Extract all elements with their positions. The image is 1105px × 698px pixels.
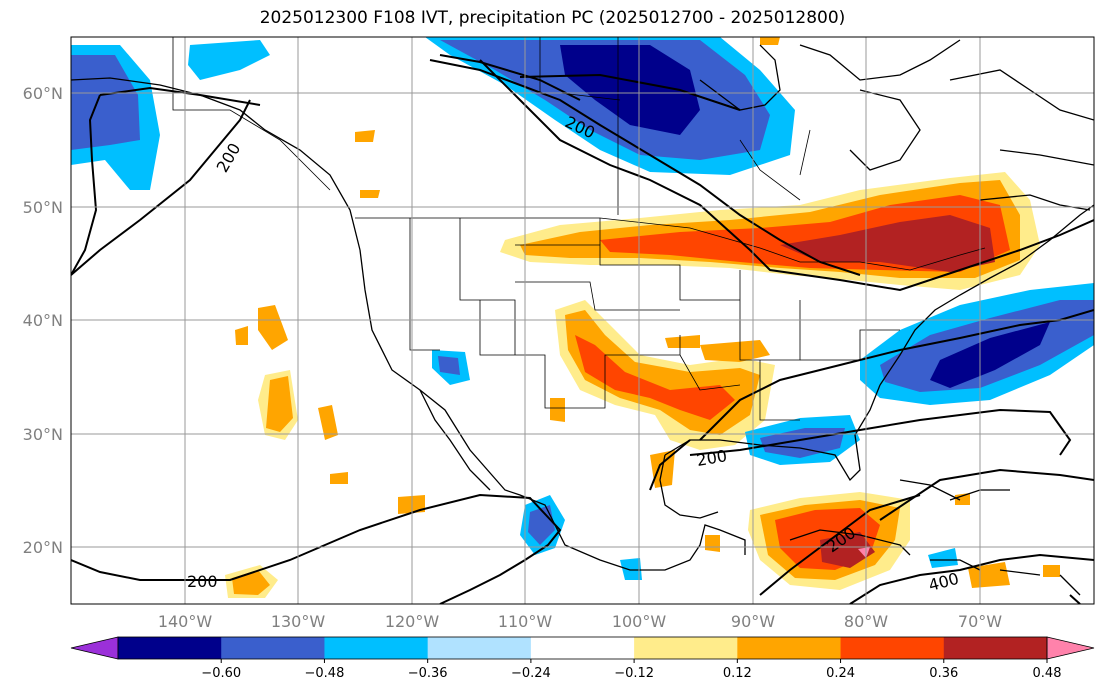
colorbar-segment (737, 637, 842, 659)
colorbar-extend-low (70, 636, 119, 660)
colorbar-segment (427, 637, 532, 659)
lon-label: 130°W (271, 612, 326, 631)
graticule (71, 37, 1094, 604)
contour-label-200: 200 (187, 572, 218, 591)
baja-coast (419, 389, 491, 491)
lat-label: 40°N (23, 311, 63, 330)
colorbar-segment (324, 637, 429, 659)
colorbar-tick-label: 0.36 (929, 666, 958, 681)
lon-label: 80°W (844, 612, 888, 631)
lat-label: 50°N (23, 198, 63, 217)
lon-label: 90°W (731, 612, 775, 631)
east-coast (879, 204, 1094, 386)
map-frame-border (70, 36, 1095, 605)
colorbar-tick-label: −0.60 (201, 666, 241, 681)
colorbar: −0.60 −0.48 −0.36 −0.24 −0.12 0.12 0.24 0.36 0.4… (70, 636, 1095, 681)
colorbar-tick-label: 0.48 (1033, 666, 1062, 681)
ivt-contours (71, 54, 1094, 604)
coastlines (71, 39, 1094, 596)
colorbar-tick-label: −0.24 (511, 666, 551, 681)
ivt-contour-south (71, 493, 562, 604)
colorbar-tick-label: −0.36 (408, 666, 448, 681)
alaska-coast (71, 77, 361, 251)
lon-label: 110°W (498, 612, 553, 631)
precip-anomaly-fill (71, 37, 1094, 598)
lon-label: 100°W (612, 612, 667, 631)
colorbar-segment (221, 637, 325, 659)
colorbar-outline (117, 636, 1048, 660)
colorbar-segment (943, 637, 1048, 659)
lat-label: 20°N (23, 538, 63, 557)
colorbar-segment (634, 637, 738, 659)
hudson-bay (699, 44, 781, 111)
us-canada-border (355, 217, 986, 271)
colorbar-segment (840, 637, 945, 659)
colorbar-segment (118, 637, 222, 659)
lon-label: 70°W (958, 612, 1002, 631)
colorbar-tick-label: 0.24 (826, 666, 855, 681)
longitude-labels: 140°W 130°W 120°W 110°W 100°W 90°W 80°W … (158, 612, 1002, 631)
colorbar-tick-label: 0.12 (723, 666, 752, 681)
lat-label: 30°N (23, 425, 63, 444)
latitude-labels: 60°N 50°N 40°N 30°N 20°N (23, 84, 63, 557)
map-layers: 200 200 200 200 200 400 (71, 37, 1094, 604)
colorbar-tick-label: −0.12 (614, 666, 654, 681)
political-borders (172, 37, 986, 421)
ivt-contour-canada (429, 59, 861, 276)
lon-label: 140°W (158, 612, 213, 631)
ivt-contour-west (71, 99, 251, 276)
lat-label: 60°N (23, 84, 63, 103)
cuba (789, 529, 911, 556)
lon-label: 120°W (385, 612, 440, 631)
colorbar-tick-label: −0.48 (305, 666, 345, 681)
gulf-coast (664, 384, 881, 482)
mexico-gulf-coast (659, 454, 719, 519)
map-title: 2025012300 F108 IVT, precipitation PC (2… (259, 8, 846, 28)
colorbar-segment (530, 637, 635, 659)
colorbar-extend-high (1046, 636, 1095, 660)
